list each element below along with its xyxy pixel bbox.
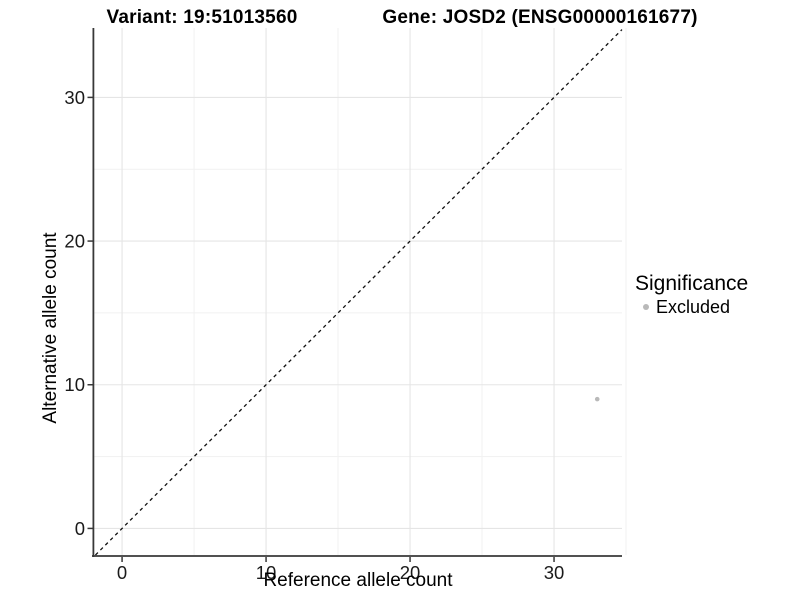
legend: Significance Excluded xyxy=(635,272,748,317)
x-tick-label-10: 10 xyxy=(256,562,277,583)
plot-title-variant: Variant: 19:51013560 xyxy=(106,7,298,28)
x-tick-label-30: 30 xyxy=(544,562,565,583)
legend-entry-label: Excluded xyxy=(656,297,731,317)
x-tick-label-0: 0 xyxy=(117,562,127,583)
y-axis-title: Alternative allele count xyxy=(40,232,61,424)
legend-entry-excluded: Excluded xyxy=(635,297,748,317)
identity-line xyxy=(94,29,623,556)
plot-title-gene: Gene: JOSD2 (ENSG00000161677) xyxy=(382,7,698,28)
x-tick-label-20: 20 xyxy=(400,562,421,583)
y-tick-label-0: 0 xyxy=(75,518,85,539)
y-tick-label-10: 10 xyxy=(64,374,85,395)
y-tick-label-20: 20 xyxy=(64,231,85,252)
data-point-excluded xyxy=(594,396,600,402)
x-axis-title: Reference allele count xyxy=(263,570,453,591)
legend-title: Significance xyxy=(635,272,749,295)
excluded-point-icon xyxy=(643,304,649,310)
y-tick-label-30: 30 xyxy=(64,87,85,108)
